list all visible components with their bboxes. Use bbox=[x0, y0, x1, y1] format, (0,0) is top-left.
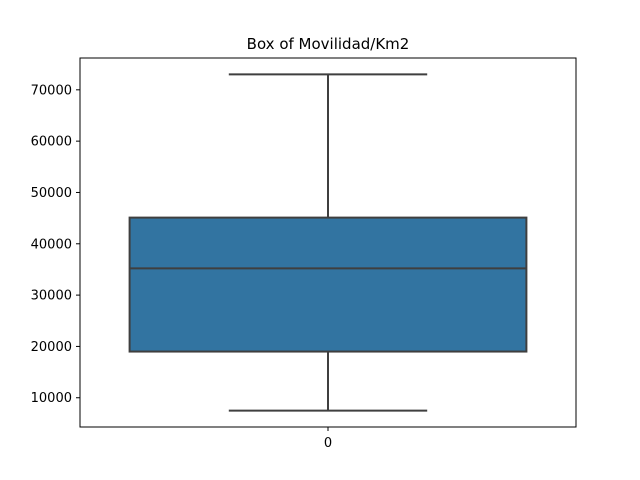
plot-area bbox=[128, 73, 528, 412]
chart-title: Box of Movilidad/Km2 bbox=[247, 35, 410, 53]
x-tick-label: 0 bbox=[324, 436, 332, 451]
y-tick-label: 40000 bbox=[31, 237, 72, 252]
y-tick-label: 10000 bbox=[31, 391, 72, 406]
y-tick-label: 20000 bbox=[31, 340, 72, 355]
y-tick-label: 60000 bbox=[31, 135, 72, 150]
y-tick-label: 30000 bbox=[31, 289, 72, 304]
box-iqr bbox=[128, 216, 528, 353]
y-tick-label: 70000 bbox=[31, 83, 72, 98]
y-tick-label: 50000 bbox=[31, 186, 72, 201]
